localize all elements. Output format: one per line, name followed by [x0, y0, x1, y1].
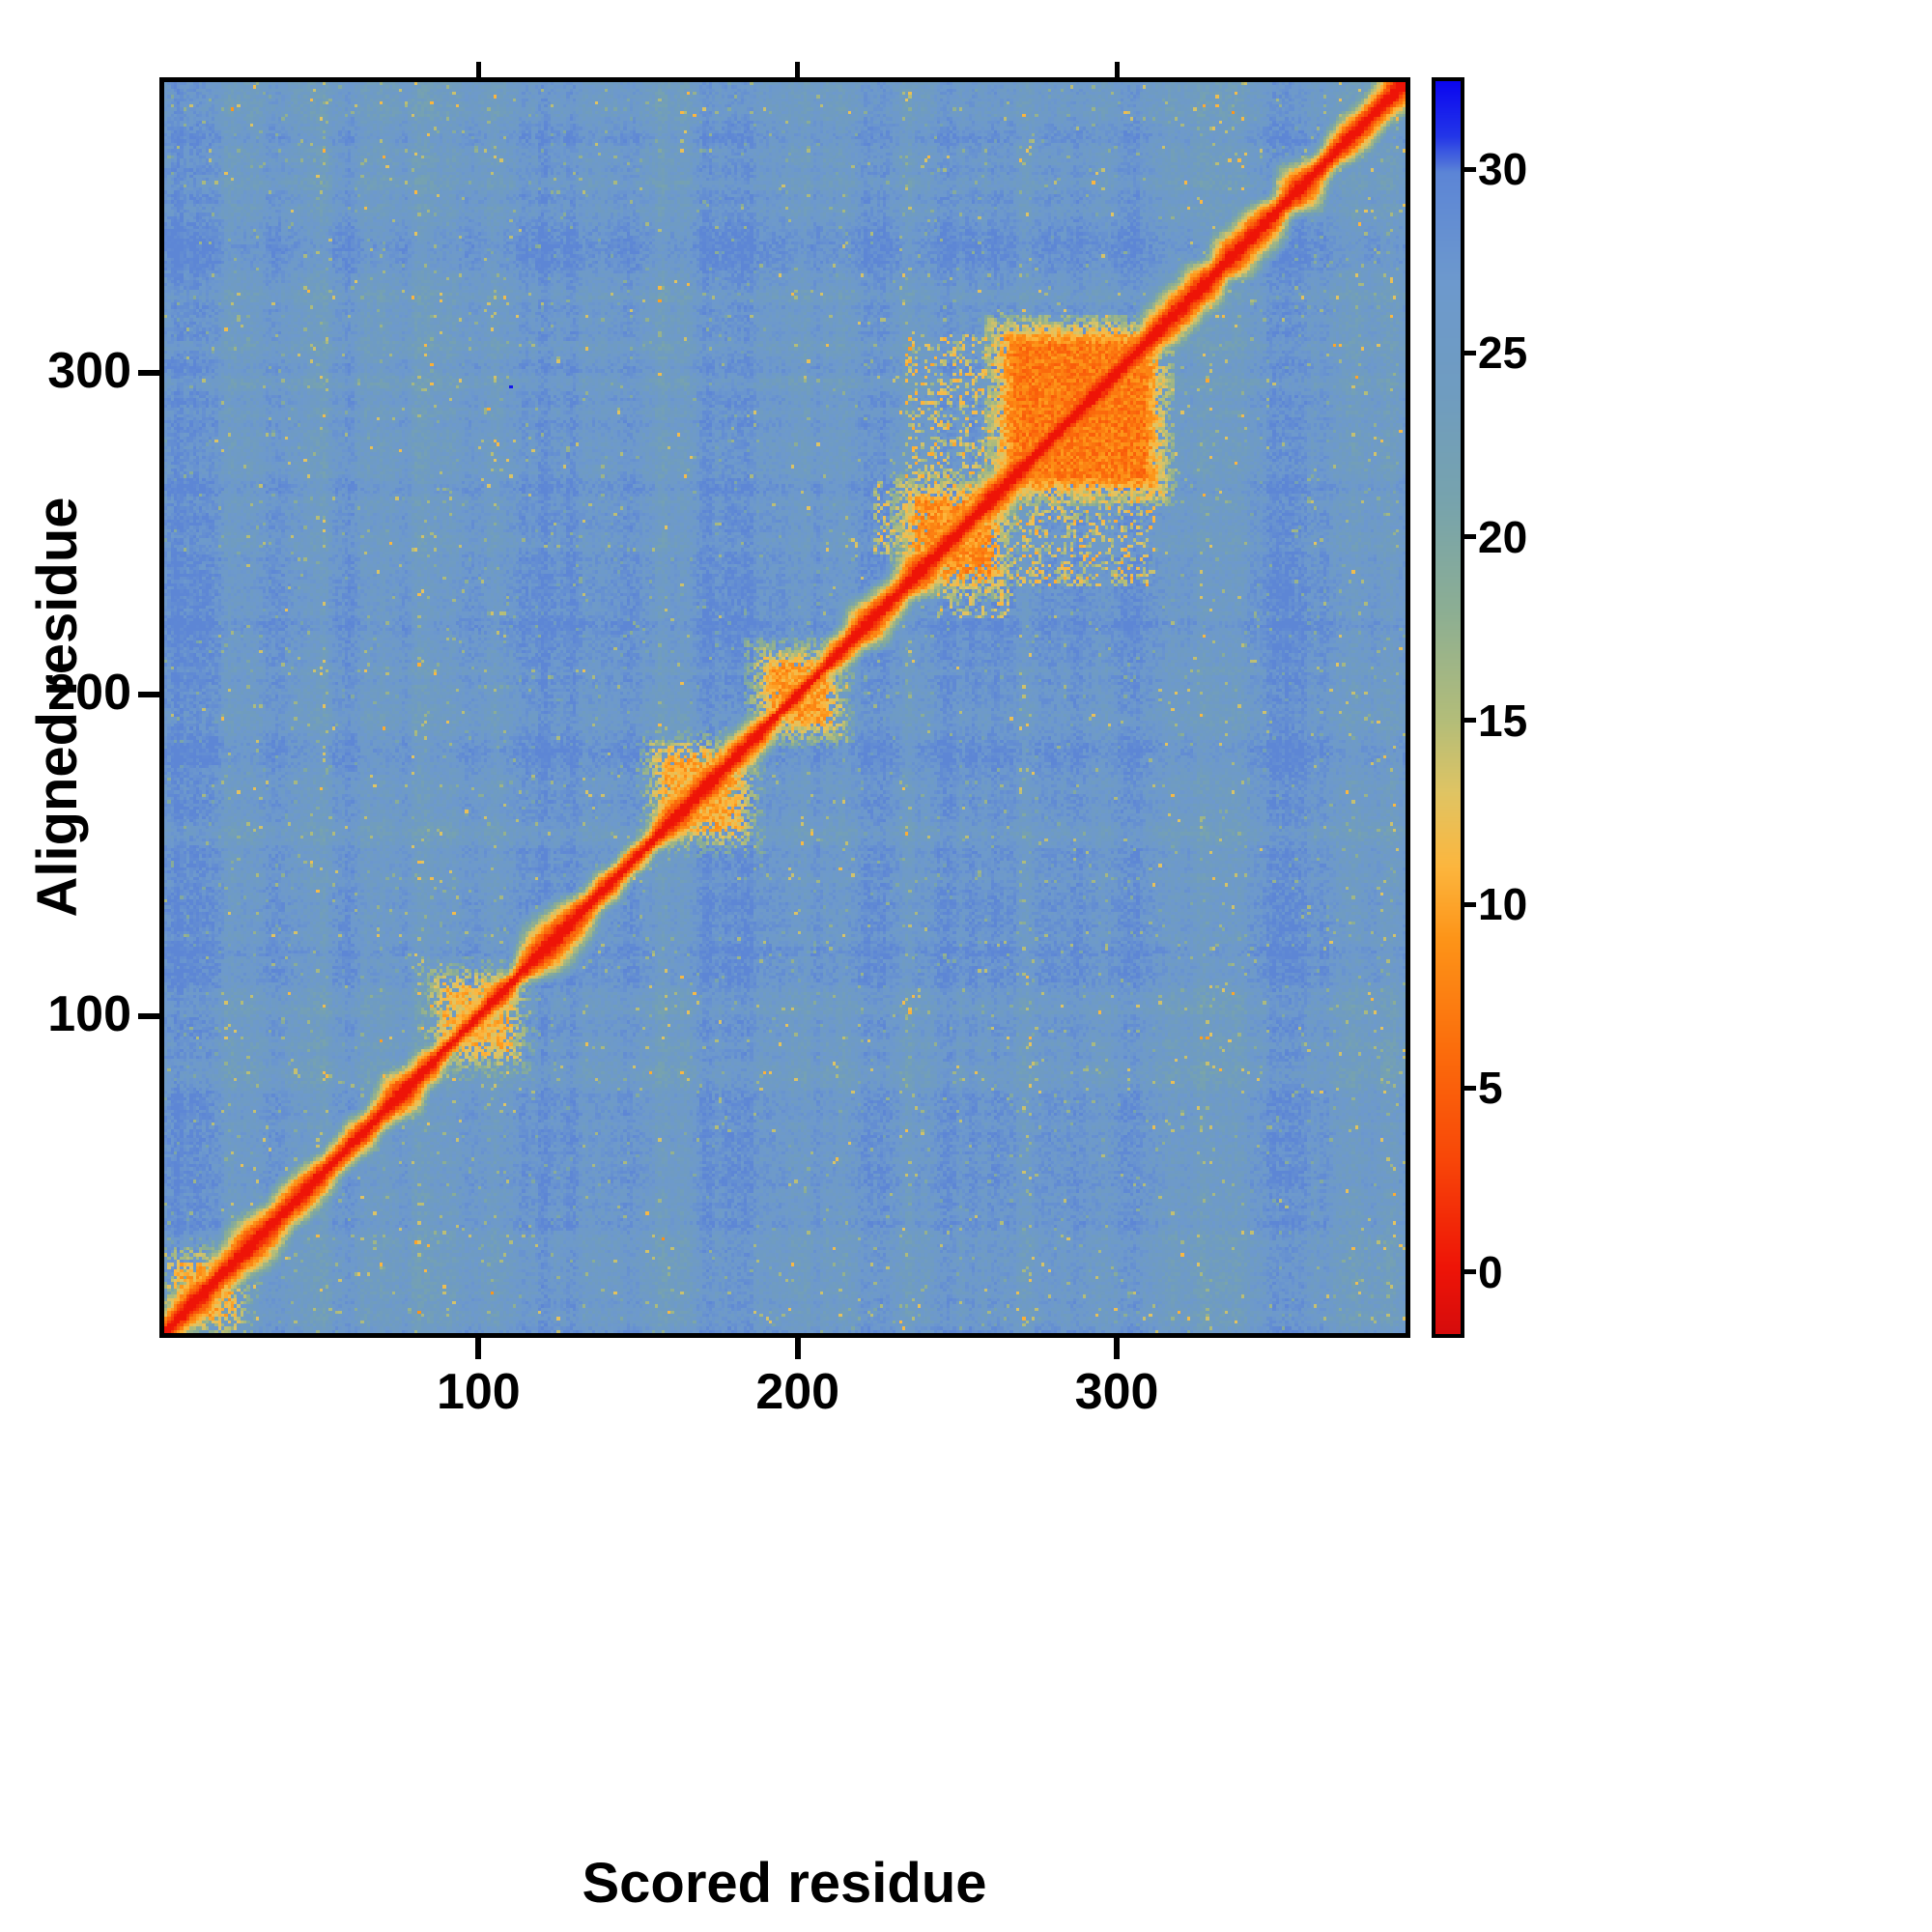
x-tick-label: 200 [755, 1364, 840, 1420]
colorbar-tick-label: 15 [1478, 695, 1528, 746]
y-tick-mark [138, 692, 159, 698]
colorbar-tick-mark [1464, 534, 1476, 540]
y-tick-label: 300 [47, 343, 131, 400]
colorbar-tick-mark [1464, 350, 1476, 355]
x-axis-title: Scored residue [582, 1852, 987, 1915]
colorbar-tick-mark [1464, 166, 1476, 172]
colorbar-tick-label: 5 [1478, 1063, 1503, 1114]
colorbar-canvas [1435, 81, 1461, 1334]
colorbar [1432, 77, 1464, 1338]
x-tick-mark [794, 1338, 801, 1359]
colorbar-tick-mark [1464, 1085, 1476, 1091]
colorbar-tick-label: 10 [1478, 879, 1528, 930]
colorbar-tick-mark [1464, 1269, 1476, 1275]
heatmap-canvas [164, 82, 1406, 1333]
colorbar-tick-label: 25 [1478, 327, 1528, 379]
x-top-tick-mark [795, 62, 801, 77]
colorbar-tick-label: 30 [1478, 144, 1528, 195]
x-tick-label: 100 [436, 1364, 521, 1420]
y-tick-mark [138, 370, 159, 377]
x-top-tick-mark [475, 62, 481, 77]
heatmap-plot-area [159, 77, 1410, 1338]
x-tick-mark [1114, 1338, 1121, 1359]
x-top-tick-mark [1114, 62, 1120, 77]
x-tick-mark [475, 1338, 482, 1359]
colorbar-tick-label: 0 [1478, 1246, 1503, 1297]
colorbar-tick-mark [1464, 718, 1476, 724]
y-tick-mark [138, 1013, 159, 1020]
x-tick-label: 300 [1074, 1364, 1159, 1420]
y-tick-label: 200 [47, 665, 131, 722]
colorbar-tick-mark [1464, 901, 1476, 907]
colorbar-tick-label: 20 [1478, 511, 1528, 562]
y-tick-label: 100 [47, 986, 131, 1043]
